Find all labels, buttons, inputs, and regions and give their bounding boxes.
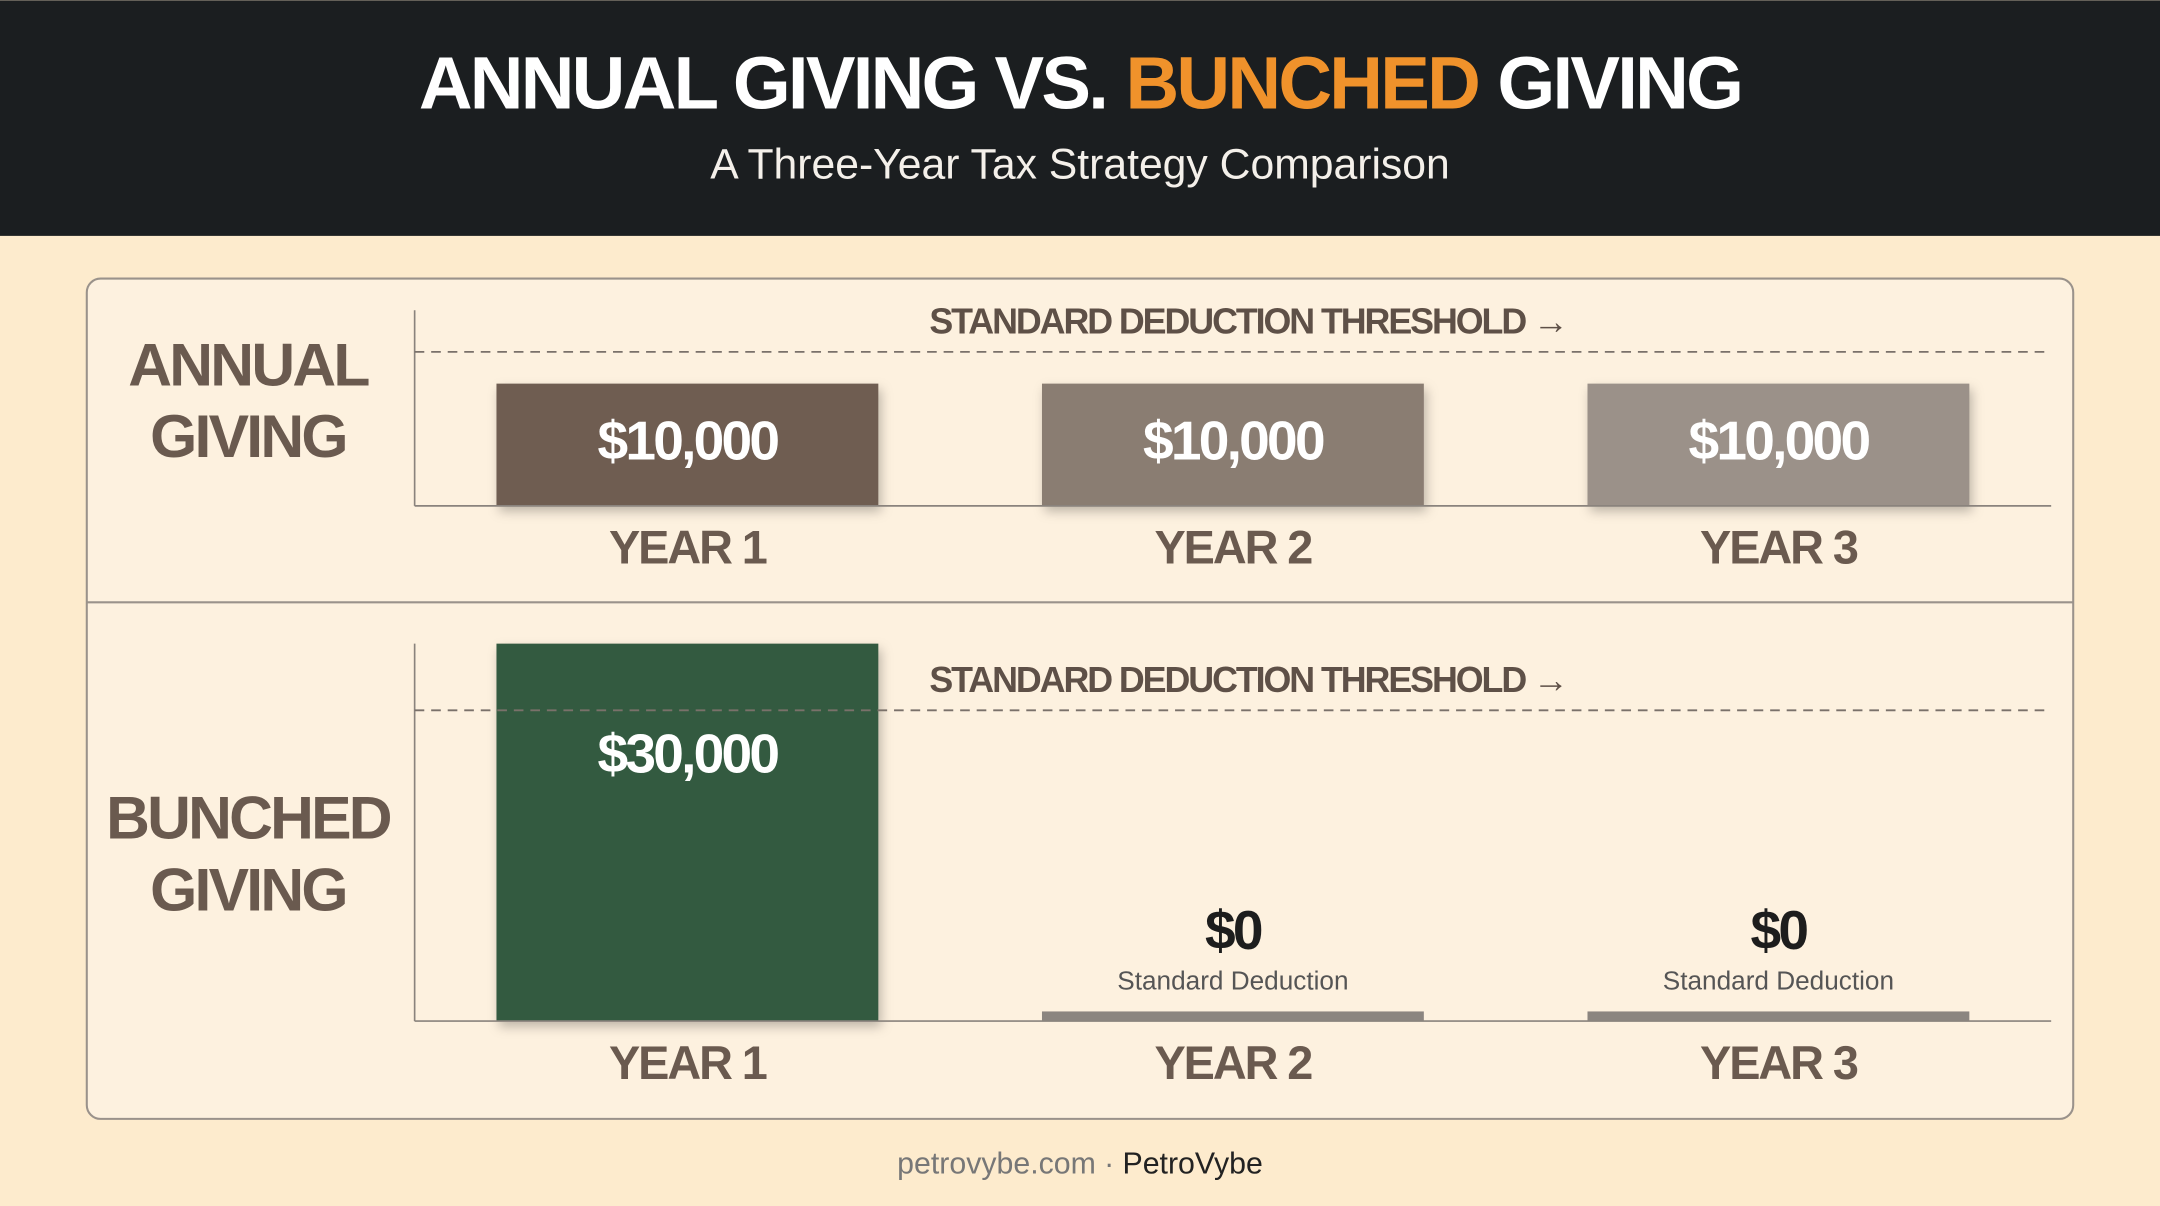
page-title: ANNUAL GIVING VS. BUNCHED GIVING: [419, 41, 1741, 124]
subtitle: A Three-Year Tax Strategy Comparison: [710, 140, 1450, 188]
value-label: $10,000: [1143, 409, 1324, 471]
bar: [1041, 383, 1424, 506]
value-label: $0: [1205, 899, 1262, 961]
title-highlight: BUNCHED: [1125, 41, 1478, 124]
title-part: GIVING: [1497, 41, 1741, 124]
bar: [1587, 1011, 1970, 1022]
value-label: $0: [1751, 899, 1808, 961]
footer: petrovybe.com · PetroVybe: [897, 1148, 1263, 1181]
footer-separator: ·: [1104, 1148, 1114, 1181]
bar: [496, 383, 879, 506]
title-part: ANNUAL GIVING VS.: [419, 41, 1106, 124]
x-tick-label: YEAR 3: [1700, 1037, 1858, 1089]
footer-site: petrovybe.com: [897, 1148, 1096, 1181]
panel-title: ANNUAL: [128, 331, 369, 399]
bar-note: Standard Deduction: [1663, 965, 1894, 995]
threshold-label: STANDARD DEDUCTION THRESHOLD →: [929, 660, 1566, 700]
panel-title: GIVING: [150, 402, 346, 470]
panel-title: GIVING: [150, 855, 346, 923]
x-tick-label: YEAR 3: [1700, 522, 1858, 574]
x-tick-label: YEAR 1: [609, 522, 767, 574]
value-label: $30,000: [597, 723, 778, 785]
bar: [1587, 383, 1970, 506]
x-tick-label: YEAR 2: [1155, 1037, 1313, 1089]
bar: [496, 643, 879, 1022]
threshold-label: STANDARD DEDUCTION THRESHOLD →: [929, 302, 1566, 342]
panel-title: BUNCHED: [106, 784, 391, 852]
x-tick-label: YEAR 1: [609, 1037, 767, 1089]
header-band: [0, 0, 2160, 236]
footer-brand: PetroVybe: [1122, 1148, 1262, 1181]
value-label: $10,000: [597, 409, 778, 471]
bar: [1041, 1011, 1424, 1022]
x-tick-label: YEAR 2: [1155, 522, 1313, 574]
value-label: $10,000: [1688, 409, 1869, 471]
bar-note: Standard Deduction: [1117, 965, 1348, 995]
